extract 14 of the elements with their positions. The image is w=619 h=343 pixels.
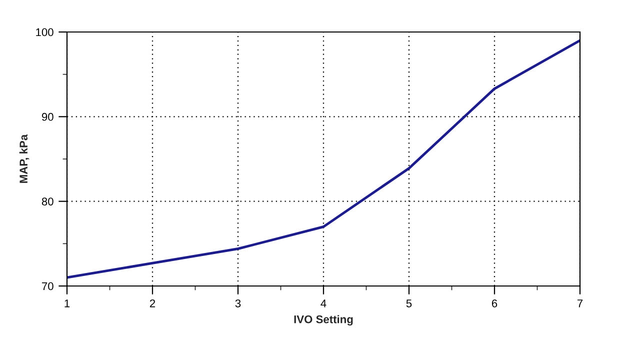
y-axis-title: MAP, kPa — [19, 134, 30, 183]
x-axis-title: IVO Setting — [294, 315, 353, 326]
x-tick-label: 6 — [492, 299, 498, 308]
x-tick-label: 2 — [150, 299, 156, 308]
y-tick-label: 80 — [42, 198, 54, 206]
x-tick-label: 1 — [64, 300, 70, 308]
x-tick-label: 3 — [235, 299, 241, 308]
x-tick-label: 4 — [320, 300, 326, 308]
y-tick-label: 90 — [42, 112, 54, 121]
y-tick-label: 100 — [36, 28, 54, 36]
x-tick-label: 5 — [406, 300, 412, 308]
y-tick-label: 70 — [42, 282, 54, 290]
x-tick-label: 7 — [577, 300, 583, 308]
line-series — [67, 39, 580, 279]
